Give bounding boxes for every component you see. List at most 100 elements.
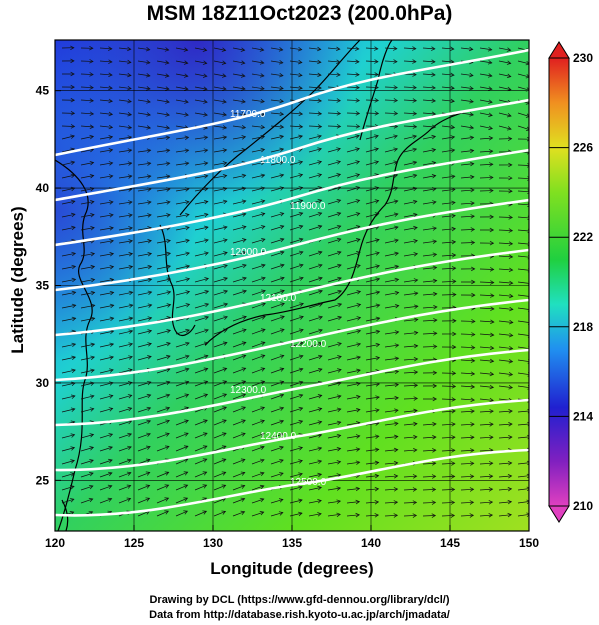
wind-vector [80,356,95,361]
wind-vector-head [298,85,303,91]
wind-vector-head [202,484,208,489]
wind-vector-head [184,148,190,153]
wind-vector-head [375,238,380,243]
wind-vector-head [261,276,266,281]
wind-vector-head [146,380,152,386]
wind-vector [422,112,436,115]
wind-vector [384,60,397,63]
wind-vector [346,448,360,452]
wind-vector [327,421,341,426]
wind-vector [137,201,152,205]
wind-vector-head [413,238,418,244]
wind-vector [213,277,228,283]
wind-vector [175,458,188,465]
wind-vector [137,227,152,231]
wind-vector [99,446,113,452]
wind-vector-head [336,147,341,152]
wind-vector [498,320,513,323]
wind-vector-head [374,500,380,505]
wind-vector-head [127,445,132,451]
wind-vector [460,410,475,413]
wind-vector-head [145,471,151,476]
wind-vector [365,187,379,192]
wind-vector [156,73,169,77]
wind-vector-head [279,367,285,372]
wind-vector-head [128,290,134,296]
wind-vector-head [489,435,494,440]
wind-vector [308,408,322,413]
wind-vector [80,279,95,283]
wind-vector [365,148,379,153]
wind-vector-head [222,125,228,130]
wind-vector-head [146,393,152,399]
wind-vector [137,394,151,400]
wind-vector-head [145,458,151,463]
wind-vector-head [488,513,494,518]
wind-vector-head [508,188,513,194]
wind-vector-head [184,112,189,117]
wind-vector [403,86,417,89]
wind-vector-head [222,112,227,117]
wind-vector-head [147,239,152,244]
wind-vector [194,252,209,257]
wind-vector-head [108,433,114,438]
wind-vector [365,304,380,309]
wind-vector-head [259,47,265,52]
wind-vector-head [165,174,171,179]
wind-vector [365,501,379,504]
wind-vector [232,99,246,103]
wind-vector [213,252,228,257]
contour-label: 12100.0 [260,293,297,304]
wind-vector [137,291,152,296]
wind-vector [289,112,303,115]
wind-vector [460,137,474,140]
wind-vector-head [470,371,476,376]
wind-vector [460,385,475,388]
wind-vector [308,395,322,400]
wind-vector [99,162,113,166]
wind-vector-head [393,147,399,152]
wind-vector [403,410,418,413]
wind-vector-head [127,135,133,140]
wind-vector-head [147,303,153,308]
wind-vector [403,358,418,361]
wind-vector-head [71,355,77,361]
wind-vector [270,303,285,309]
wind-vector-head [451,279,457,284]
wind-vector-head [164,510,169,515]
wind-vector [137,433,151,439]
wind-vector [213,136,227,140]
wind-vector-head [413,383,419,388]
wind-vector [232,419,246,426]
wind-vector [213,406,227,413]
wind-vector [270,148,284,153]
wind-vector-head [318,276,323,281]
wind-vector-head [147,342,152,347]
wind-vector-head [413,330,419,336]
wind-vector [384,397,399,400]
wind-vector-head [109,355,114,360]
wind-vector-head [166,342,171,347]
wind-vector-head [241,125,247,130]
wind-vector [441,502,455,504]
wind-vector-head [223,251,228,256]
wind-vector [232,149,246,153]
map-area: 11700.011800.011900.012000.012100.012200… [55,40,529,531]
wind-vector [384,252,399,257]
wind-vector [213,290,228,296]
wind-vector [308,60,321,63]
wind-vector [156,330,171,335]
wind-vector [327,47,340,50]
wind-vector-head [507,499,513,505]
wind-vector [422,227,437,231]
wind-vector [61,135,75,140]
wind-vector [175,432,189,439]
wind-vector-head [259,60,265,65]
wind-vector-head [127,125,133,130]
wind-vector [479,436,493,439]
wind-vector-head [71,316,77,322]
wind-vector [422,253,437,257]
wind-vector-head [336,72,341,77]
wind-vector [422,125,436,128]
wind-vector-head [470,384,476,389]
